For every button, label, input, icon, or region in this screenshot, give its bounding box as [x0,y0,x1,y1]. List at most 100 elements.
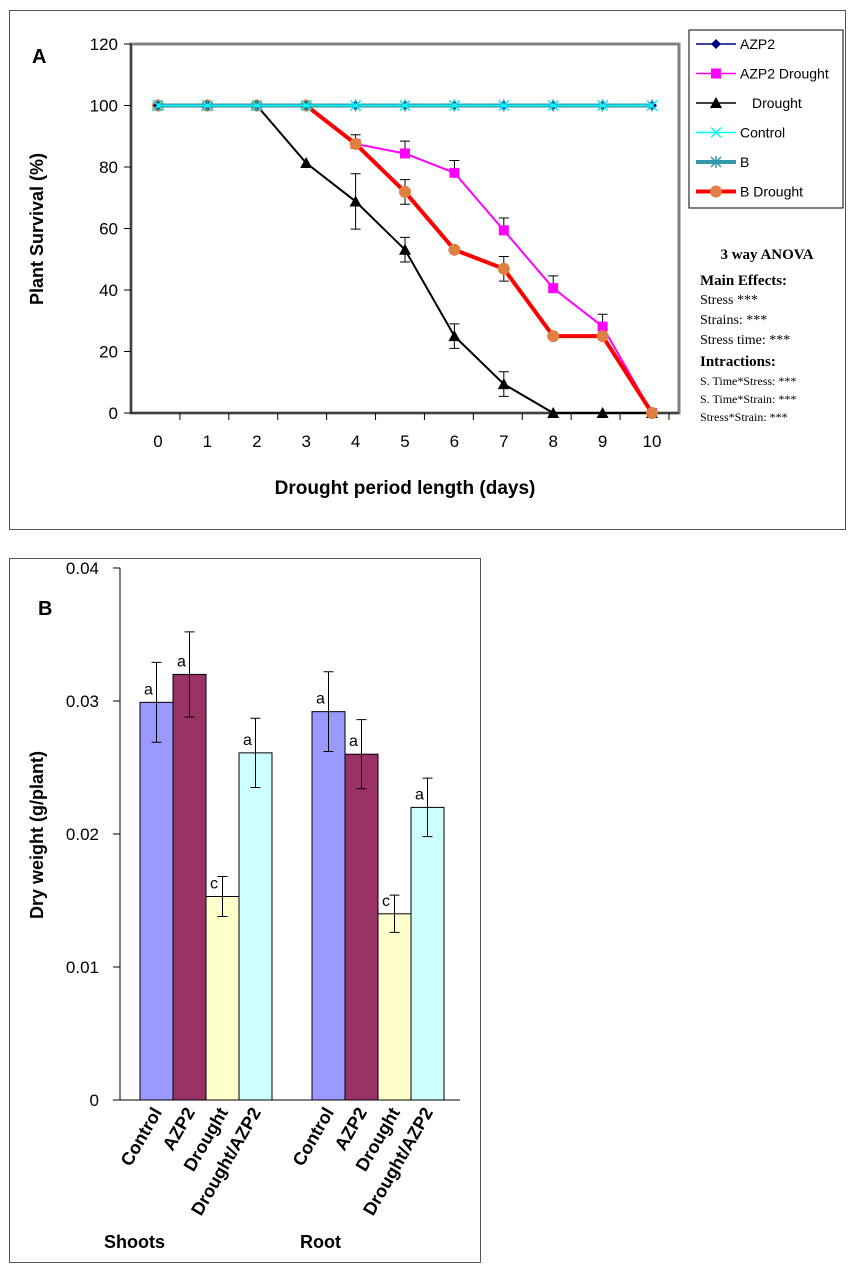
legend-swatch-marker [710,156,722,168]
legend-box [688,29,844,209]
y-tick-label-b: 0.04 [66,559,99,578]
error-bar [250,717,261,788]
significance-letter: c [210,876,218,893]
bar [172,673,207,1101]
bar [344,753,379,1101]
significance-letter: a [243,732,252,749]
legend-item: AZP2 [696,36,775,52]
y-tick-label: 80 [99,158,118,177]
data-point [448,243,461,256]
y-tick-label-b: 0.01 [66,958,99,977]
data-point [300,157,313,169]
interaction-stress-strain: Stress*Strain: *** [700,410,788,424]
bar [410,806,445,1101]
y-axis-label-b: Dry weight (g/plant) [27,751,47,919]
error-bar [151,661,162,743]
data-point [449,167,460,178]
data-point [350,99,362,112]
data-point [399,243,411,255]
legend-swatch-marker [710,126,722,139]
x-tick-label: 2 [252,432,261,451]
significance-letter: a [177,653,186,670]
data-point [399,185,411,198]
data-point [400,148,410,159]
data-point [646,99,658,112]
significance-letter: c [382,893,390,910]
y-tick-label-b: 0.03 [66,692,99,711]
bar [377,913,412,1101]
data-point [596,330,609,343]
panel-a-frame [9,10,846,530]
interactions-heading: Intractions: [700,354,776,370]
panel-a-letter: A [32,46,46,68]
data-point [448,99,460,112]
x-tick-label: 5 [400,432,409,451]
data-point [547,330,560,343]
group-label-root: Root [300,1232,341,1252]
panel-b-letter: B [38,598,52,620]
y-tick-label: 0 [109,404,118,423]
y-tick-label: 100 [90,97,118,116]
error-bar [356,719,367,790]
legend-label: AZP2 [740,36,775,52]
significance-letter: a [349,733,358,750]
error-bar [422,777,433,838]
y-tick-label: 120 [90,35,118,54]
x-tick-label: 1 [203,432,212,451]
bar [311,711,346,1101]
x-tick-label: 10 [643,432,662,451]
data-point [251,99,263,112]
legend-swatch-marker [710,185,722,198]
data-point [547,407,560,418]
y-tick-label: 20 [99,343,118,362]
bar-group-shoots: a a c a [139,631,273,1101]
dry-weight-bar-chart: Dry weight (g/plant) 0 0.01 0.02 0.03 0.04 a… [27,559,460,1252]
significance-letter: a [144,681,153,698]
interaction-time-stress: S. Time*Stress: *** [700,374,796,388]
data-point [597,99,609,112]
legend: AZP2 AZP2 Drought Drought Control B B Drought [688,29,844,209]
legend-swatch-marker [711,68,721,79]
bar [139,701,174,1101]
legend-label: B Drought [740,184,803,200]
bar [238,752,273,1101]
data-point [152,99,164,112]
survival-line-chart: Plant Survival (%) Drought period length… [27,35,681,499]
x-tick-label: 7 [499,432,508,451]
y-tick-label-b: 0.02 [66,825,99,844]
x-tick-label: 8 [548,432,557,451]
main-effect-stress: Stress *** [700,293,758,308]
data-point [597,321,608,332]
interaction-time-strain: S. Time*Strain: *** [700,392,796,406]
data-point [349,195,362,207]
y-tick-label-b: 0 [90,1091,99,1110]
data-point [399,99,411,112]
data-point [646,407,658,419]
main-effects-heading: Main Effects: [700,273,787,289]
legend-label: B [740,154,749,170]
legend-item: Control [696,125,785,141]
error-bar [184,631,195,718]
y-axis-label: Plant Survival (%) [27,153,47,305]
data-point [448,330,461,342]
x-tick-label: 4 [351,432,360,451]
legend-label: Drought [752,95,802,111]
group-label-shoots: Shoots [104,1232,165,1252]
plot-area-border [129,42,681,415]
legend-item: B Drought [696,184,803,200]
anova-annotation: 3 way ANOVA Main Effects: Stress *** Str… [700,247,814,424]
main-effect-strains: Strains: *** [700,313,767,328]
main-effect-stress-time: Stress time: *** [700,333,790,348]
legend-swatch-marker [711,39,721,49]
panel-b-frame [9,558,481,1263]
series-control [152,99,658,112]
y-tick-label: 60 [99,220,118,239]
x-tick-label: 9 [598,432,607,451]
data-point [497,262,510,275]
error-bar [389,894,400,933]
category-label: Control [117,1104,166,1169]
bar-group-root: a a c a [311,671,445,1101]
x-tick-label: 3 [301,432,310,451]
bar [205,896,240,1101]
x-tick-label: 0 [153,432,162,451]
